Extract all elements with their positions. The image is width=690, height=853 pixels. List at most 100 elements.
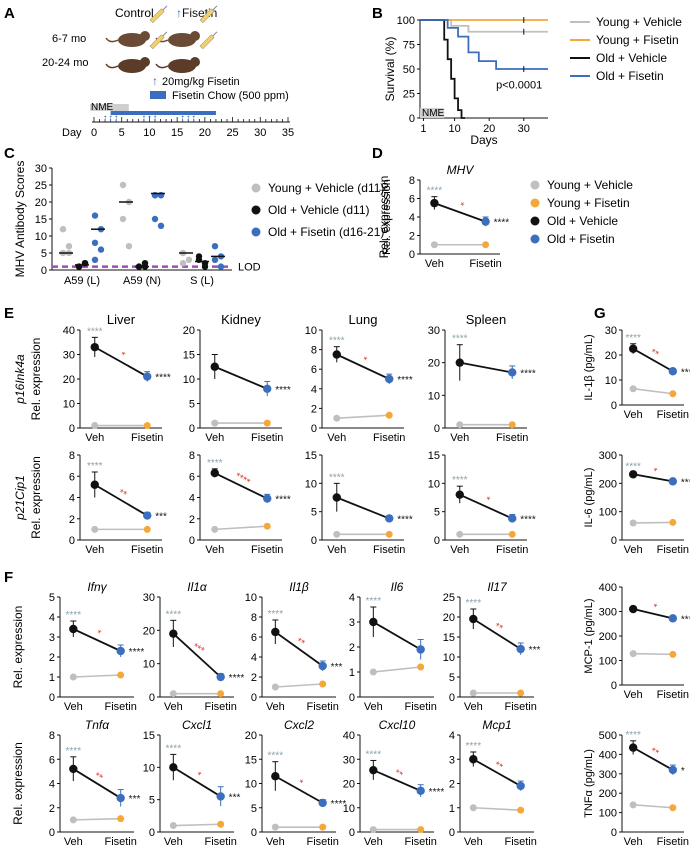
y-tick-label: 10 [143,659,155,671]
legend-marker [530,234,540,244]
sig-old-treatment: * [118,350,127,362]
sig-young-vs-old: **** [452,475,468,486]
young-fisetin-point [319,823,327,831]
y-tick-label: 200 [599,788,617,800]
y-tick-label: 5 [251,803,257,815]
dose-arrow-icon: ↑ [114,113,119,124]
y-tick-label: 5 [434,507,440,519]
dose-label: 20mg/kg Fisetin [162,76,240,88]
young-line [336,414,390,419]
syringe-icon [149,5,168,24]
x-tick-label: Fisetin [131,544,163,556]
x-tick-label: 30 [518,123,530,135]
y-tick-label: 30 [428,325,440,337]
old-vehicle-point [169,763,178,772]
y-tick-label: 25 [443,592,455,604]
chow-label: Fisetin Chow (500 ppm) [172,90,289,102]
sig-old-treatment: * [457,200,466,212]
y-tick-label: 8 [409,175,415,187]
young-line [633,387,673,395]
legend-label: Young + Fisetin [596,33,679,47]
young-line [473,806,521,811]
old-vehicle-point [90,342,99,352]
legend-marker [530,198,540,208]
data-point [157,222,165,229]
syringe-icon [199,31,218,50]
y-tick-label: 0 [434,423,440,435]
y-tick-label: 300 [599,769,617,781]
y-tick-label: 15 [443,632,455,644]
young-line [173,823,221,827]
legend-label: Old + Vehicle (d11) [268,203,370,217]
y-tick-label: 200 [599,631,617,643]
y-tick-label: 10 [143,762,155,774]
y-tick-label: 20 [183,325,195,337]
old-vehicle-point [430,198,439,208]
x-tick-label: Veh [450,544,469,556]
mouse-icon [155,57,200,73]
panel-label-d: D [372,145,383,162]
x-tick-label: Fisetin [306,701,338,713]
y-tick-label: 300 [599,450,617,462]
old-vehicle-point [469,614,478,624]
y-tick-label: 2 [449,779,455,791]
old-line [632,746,674,771]
old-fisetin-point [481,217,490,226]
y-tick-label: 8 [311,345,317,357]
dose-arrow-icon: ↑ [186,113,191,124]
y-tick-label: 0 [349,827,355,839]
y-axis-label: IL-6 (pg/mL) [583,468,595,528]
sig-old-vs-young: *** [331,662,343,673]
old-vehicle-point [271,772,280,781]
chart-title: Il1α [187,580,208,594]
panel-c-antibody-chart: 0 5 10 15 20 25 30 MHV Antibody Scores LOD A59 (L… [13,161,384,287]
y-tick-label: 5 [41,248,47,260]
x-tick-label: 20 [483,123,495,135]
x-tick-label: Veh [205,544,224,556]
old-vehicle-point [628,604,638,614]
y-tick-label: 100 [397,15,415,27]
legend-label: Young + Vehicle (d11) [268,181,384,195]
x-tick-label: Fisetin [306,836,338,848]
chart-title: Cxcl10 [379,718,416,732]
y-tick-label: 10 [305,478,317,490]
y-tick-label: 25 [35,180,47,192]
y-tick-label: 100 [599,808,617,820]
dose-arrow-icon: ↑ [147,113,152,124]
x-tick-label: Veh [266,701,285,713]
y-tick-label: 6 [69,471,75,483]
sig-old-vs-young: **** [275,385,291,396]
x-tick-label: Veh [64,836,83,848]
y-tick-label: 4 [349,592,355,604]
young-vehicle-point [469,804,477,812]
x-tick-label: Veh [624,544,643,556]
y-tick-label: 0 [149,692,155,704]
legend-label: Young + Fisetin [547,196,630,210]
young-vehicle-point [456,421,464,429]
sig-old-treatment: *** [190,641,206,656]
young-vehicle-point [91,525,99,533]
timeline-tick-label: 30 [254,127,266,139]
mouse-icon [105,57,150,73]
sig-old-vs-young: *** [529,645,541,656]
sig-old-vs-young: **** [331,799,347,810]
y-tick-label: 4 [69,493,75,505]
young-fisetin-point [263,522,271,530]
old-line [214,472,268,500]
y-tick-label: 30 [63,350,75,362]
young-vehicle-point [69,673,77,681]
old-fisetin-point [263,384,272,393]
sig-young-vs-old: **** [366,749,382,760]
km-series-line [420,19,548,33]
sig-young-vs-old: **** [66,610,82,621]
y-tick-label: 100 [599,507,617,519]
y-axis-label: MHV Antibody Scores [13,161,27,278]
young-vehicle-point [469,689,477,697]
y-tick-label: 5 [449,672,455,684]
old-vehicle-point [628,344,638,353]
sig-old-vs-young: **** [681,614,690,625]
young-line [275,683,323,688]
y-tick-label: 0 [189,423,195,435]
